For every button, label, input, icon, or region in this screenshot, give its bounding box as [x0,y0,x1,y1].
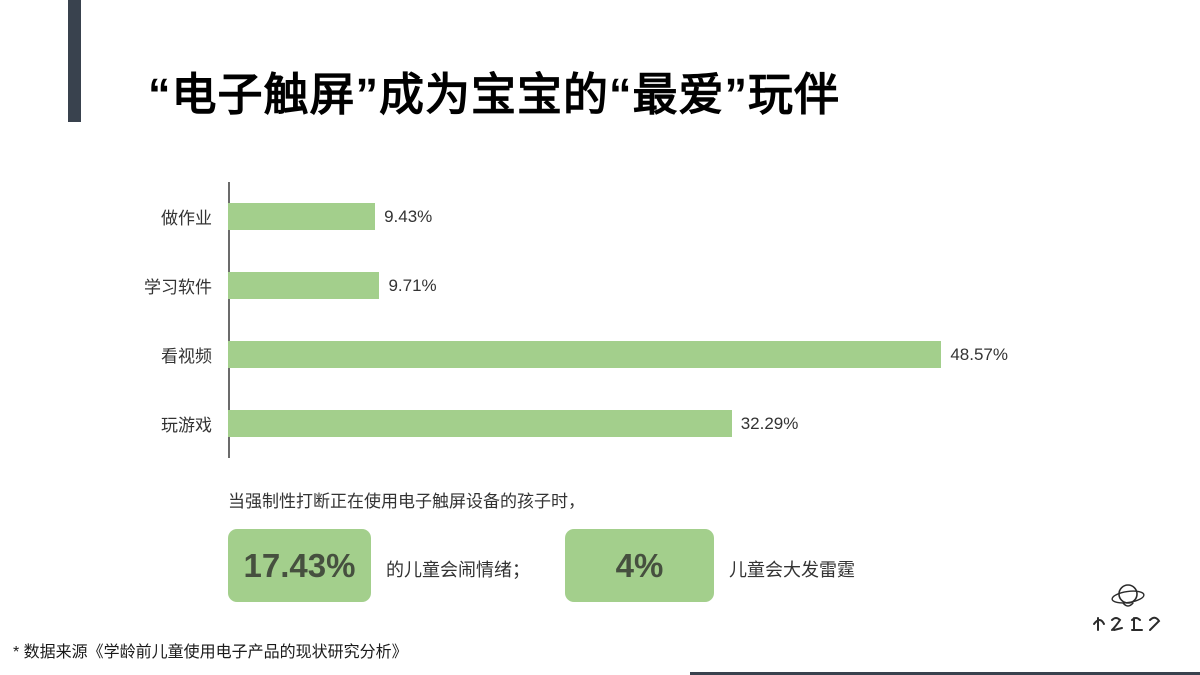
bottom-rule [690,672,1200,675]
chart-value-label: 48.57% [950,344,1008,364]
stat-box-tantrum: 17.43% [228,529,371,602]
chart-bar-track: 9.43% [228,182,1008,251]
chart-row: 看视频 48.57% [96,320,1136,389]
chart-row: 学习软件 9.71% [96,251,1136,320]
chart-value-label: 9.71% [388,275,437,295]
chart-category-label: 看视频 [161,347,212,366]
chart-bar [228,410,732,437]
chart-category-label: 学习软件 [144,278,212,297]
chart-axis-line [228,182,230,458]
chart-value-label: 32.29% [740,413,799,433]
stat-label-tantrum: 的儿童会闹情绪； [386,560,530,580]
chart-bar [228,341,942,368]
stat-box-rage: 4% [565,529,714,602]
chart-bar-track: 32.29% [228,389,1008,458]
stat-label-rage: 儿童会大发雷霆 [729,560,855,580]
chart-bar-track: 9.71% [228,251,1008,320]
page-title: “电子触屏”成为宝宝的“最爱”玩伴 [148,69,841,120]
stat-value: 4% [615,546,664,584]
chart-bar [228,203,376,230]
callout-intro-text: 当强制性打断正在使用电子触屏设备的孩子时， [228,492,585,511]
chart-row: 做作业 9.43% [96,182,1136,251]
stat-value: 17.43% [243,546,356,584]
chart-category-label: 做作业 [161,209,212,228]
chart-value-label: 9.43% [384,206,433,226]
chart-bar [228,272,380,299]
chart-row: 玩游戏 32.29% [96,389,1136,458]
chart-bar-track: 48.57% [228,320,1008,389]
chart-rows: 做作业 9.43% 学习软件 9.71% 看视频 48.57% 玩游戏 32.29% [96,182,1136,458]
bar-chart: 做作业 9.43% 学习软件 9.71% 看视频 48.57% 玩游戏 32.29% [96,182,1136,458]
title-accent-bar [68,0,81,122]
brand-logo-icon [1093,584,1161,631]
chart-category-label: 玩游戏 [161,416,212,435]
data-source-note: * 数据来源《学龄前儿童使用电子产品的现状研究分析》 [13,644,408,661]
